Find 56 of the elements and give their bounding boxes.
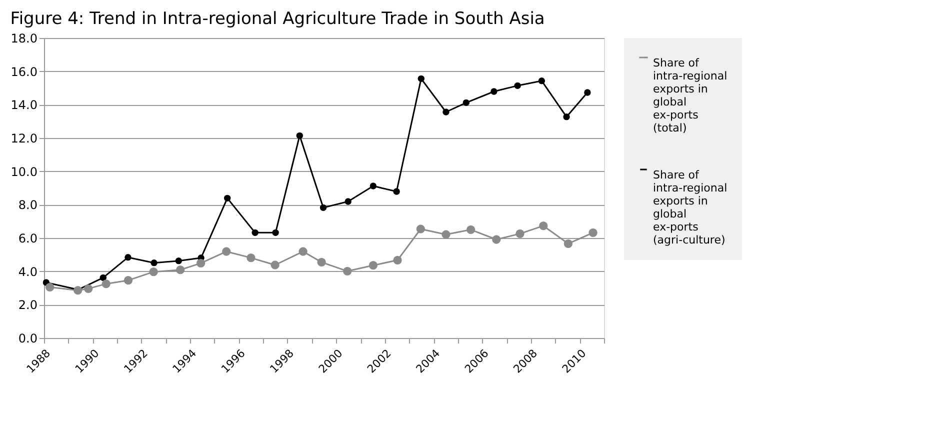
- point: [124, 276, 133, 285]
- point: [416, 224, 425, 234]
- point: [84, 284, 93, 293]
- y-tick-label: 14.0: [10, 98, 38, 112]
- point: [563, 113, 570, 120]
- legend-label: Share of intra-regional exports in global ex-ports (total): [653, 56, 728, 134]
- point: [368, 261, 378, 270]
- y-tick-label: 16.0: [10, 64, 38, 79]
- point: [418, 75, 424, 82]
- point: [150, 259, 158, 266]
- point: [46, 282, 54, 292]
- point: [298, 247, 308, 256]
- point: [564, 239, 573, 248]
- y-tick-label: 0.0: [18, 332, 38, 346]
- point: [296, 132, 304, 140]
- point: [176, 266, 185, 274]
- point: [539, 222, 548, 230]
- point: [320, 204, 327, 212]
- point: [102, 280, 110, 288]
- y-tick-label: 6.0: [18, 232, 38, 246]
- y-tick-label: 10.0: [10, 164, 38, 179]
- point: [344, 198, 352, 205]
- y-tick-label: 18.0: [10, 32, 38, 46]
- y-tick-label: 4.0: [18, 264, 38, 279]
- point: [584, 89, 591, 96]
- point: [100, 274, 107, 282]
- point: [462, 99, 470, 106]
- point: [514, 82, 521, 90]
- point: [516, 229, 524, 238]
- point: [466, 225, 476, 234]
- point: [588, 228, 598, 237]
- point: [393, 256, 402, 264]
- y-tick-label: 8.0: [18, 198, 38, 212]
- point: [317, 258, 326, 266]
- point: [149, 268, 158, 276]
- point: [224, 194, 231, 202]
- legend-label: Share of intra-regional exports in global ex-ports (agri-culture): [653, 168, 728, 246]
- point: [538, 77, 546, 84]
- chart-title: Figure 4: Trend in Intra-regional Agriculture Trade in South Asia: [10, 9, 545, 29]
- point: [442, 230, 450, 239]
- y-tick-label: 12.0: [10, 132, 38, 146]
- point: [124, 254, 132, 261]
- point: [222, 247, 231, 256]
- point: [196, 258, 206, 268]
- point: [246, 254, 256, 262]
- point: [252, 229, 258, 236]
- point: [270, 260, 280, 270]
- point: [272, 229, 279, 236]
- point: [175, 257, 182, 264]
- point: [370, 182, 377, 190]
- point: [343, 266, 352, 276]
- point: [490, 88, 498, 95]
- y-tick-label: 2.0: [18, 298, 38, 312]
- point: [442, 108, 450, 116]
- point: [492, 235, 501, 244]
- point: [393, 188, 400, 195]
